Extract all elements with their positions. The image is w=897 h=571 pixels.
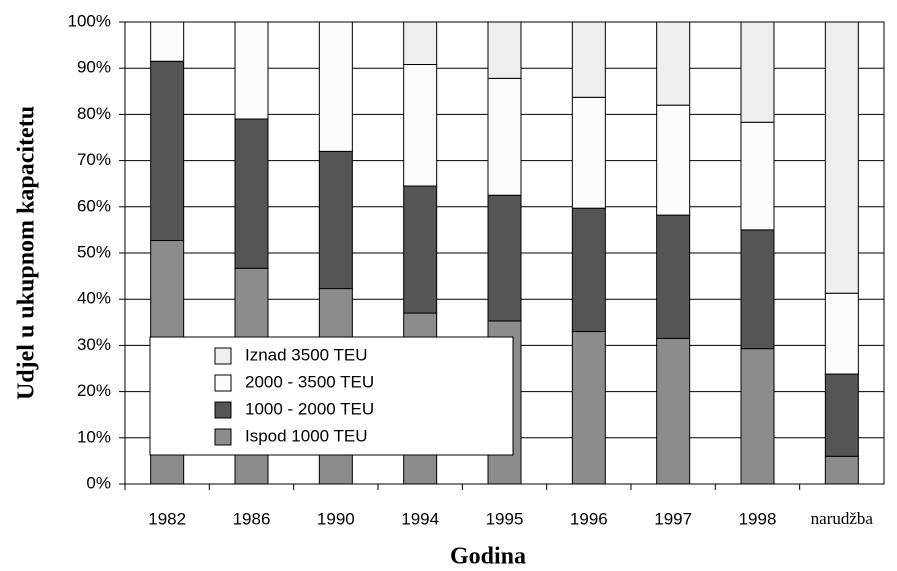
legend-swatch <box>214 347 232 365</box>
bar-segment <box>824 21 859 294</box>
bar-segment <box>740 21 775 123</box>
x-tick-label: 1996 <box>570 509 608 528</box>
bar-segment <box>403 21 438 66</box>
bar-segment <box>487 194 522 322</box>
bar-segment <box>234 21 269 120</box>
legend-swatch <box>214 401 232 419</box>
y-axis-title: Udjel u ukupnom kapacitetu <box>14 106 40 400</box>
bar-segment <box>740 229 775 350</box>
bar-segment <box>318 21 353 152</box>
y-tick-label: 50% <box>77 242 111 261</box>
legend <box>149 336 514 456</box>
bar-segment <box>656 214 691 339</box>
bar-segment <box>824 455 859 485</box>
bar-segment <box>571 331 606 485</box>
x-axis-title: Godina <box>450 544 526 570</box>
legend-label: 1000 - 2000 TEU <box>245 399 374 418</box>
y-tick-label: 40% <box>77 289 111 308</box>
bar-segment <box>150 21 185 62</box>
bar-segment <box>656 337 691 485</box>
bar-segment <box>487 77 522 196</box>
legend-label: 2000 - 3500 TEU <box>245 372 374 391</box>
bar-segment <box>571 96 606 209</box>
y-tick-label: 10% <box>77 427 111 446</box>
legend-label: Ispod 1000 TEU <box>245 426 368 445</box>
y-tick-label: 0% <box>86 473 111 492</box>
x-tick-label: 1998 <box>739 509 777 528</box>
bar-segment <box>571 207 606 333</box>
y-tick-label: 100% <box>68 11 111 30</box>
y-tick-label: 90% <box>77 58 111 77</box>
bar-segment <box>318 150 353 290</box>
legend-swatch <box>214 428 232 446</box>
x-tick-label: narudžba <box>811 509 874 528</box>
x-tick-label: 1990 <box>317 509 355 528</box>
bar-segment <box>740 121 775 231</box>
y-tick-label: 60% <box>77 196 111 215</box>
y-tick-label: 80% <box>77 104 111 123</box>
x-tick-label: 1995 <box>486 509 524 528</box>
x-tick-label: 1982 <box>148 509 186 528</box>
bar-segment <box>150 60 185 242</box>
bar-segment <box>403 64 438 187</box>
bar-segment <box>824 292 859 375</box>
bar-segment <box>234 118 269 269</box>
y-tick-label: 30% <box>77 335 111 354</box>
legend-label: Iznad 3500 TEU <box>245 345 368 364</box>
x-tick-label: 1994 <box>401 509 439 528</box>
bar-segment <box>824 373 859 457</box>
bar-segment <box>571 21 606 98</box>
x-tick-label: 1997 <box>654 509 692 528</box>
bar-segment <box>403 185 438 314</box>
bar-segment <box>487 21 522 79</box>
bar-segment <box>656 104 691 216</box>
legend-swatch <box>214 374 232 392</box>
y-tick-label: 20% <box>77 381 111 400</box>
x-tick-label: 1986 <box>233 509 271 528</box>
y-tick-label: 70% <box>77 150 111 169</box>
bar-segment <box>740 348 775 485</box>
bar-segment <box>656 21 691 106</box>
